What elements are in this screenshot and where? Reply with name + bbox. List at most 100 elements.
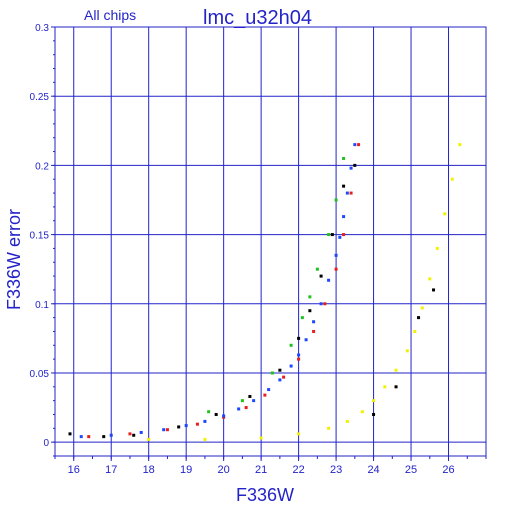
data-point	[289, 364, 293, 368]
data-point	[259, 436, 263, 440]
data-point	[270, 371, 274, 375]
grid-lines	[55, 26, 486, 456]
y-axis-label: F336W error	[4, 209, 24, 310]
data-point	[177, 425, 181, 429]
data-point	[413, 329, 417, 333]
data-point	[312, 329, 316, 333]
data-point	[278, 368, 282, 372]
y-tick-label: 0.15	[30, 231, 50, 242]
data-point	[342, 233, 346, 237]
data-point	[308, 309, 312, 313]
data-point	[87, 435, 91, 439]
data-point	[207, 410, 211, 414]
data-point	[240, 399, 244, 403]
data-point	[282, 375, 286, 379]
series-green	[207, 156, 346, 414]
data-point	[334, 267, 338, 271]
series-blue	[79, 143, 357, 439]
data-point	[102, 435, 106, 439]
data-point	[405, 349, 409, 353]
data-point	[263, 393, 267, 397]
data-point	[315, 267, 319, 271]
data-point	[237, 407, 241, 411]
chart-subtitle: All chips	[84, 7, 136, 23]
data-point	[267, 388, 271, 392]
tick-marks	[51, 26, 487, 461]
y-tick-label: 0.3	[35, 23, 49, 34]
data-point	[345, 191, 349, 195]
data-point	[319, 274, 323, 278]
data-point	[289, 343, 293, 347]
data-point	[334, 253, 338, 257]
data-point	[458, 143, 462, 147]
data-point	[330, 233, 334, 237]
data-point	[214, 412, 218, 416]
y-tick-label: 0.05	[30, 369, 50, 380]
data-point	[162, 428, 166, 432]
data-point	[139, 430, 143, 434]
data-point	[435, 246, 439, 250]
data-point	[323, 302, 327, 306]
data-point	[222, 414, 226, 418]
chart-title: lmc_u32h04	[203, 7, 312, 29]
x-tick-label: 25	[405, 464, 417, 476]
x-tick-label: 16	[68, 464, 80, 476]
data-point	[394, 368, 398, 372]
data-point	[300, 316, 304, 320]
data-points	[68, 143, 462, 441]
data-point	[417, 316, 421, 320]
data-point	[203, 437, 207, 441]
data-point	[327, 426, 331, 430]
data-point	[184, 424, 188, 428]
series-yellow	[147, 143, 462, 441]
x-tick-label: 17	[105, 464, 117, 476]
data-point	[308, 295, 312, 299]
data-point	[357, 143, 361, 147]
data-point	[372, 399, 376, 403]
data-point	[132, 433, 136, 437]
y-tick-label: 0	[43, 438, 49, 449]
data-point	[327, 278, 331, 282]
data-point	[360, 410, 364, 414]
y-tick-label: 0.2	[35, 161, 49, 172]
x-tick-label: 18	[143, 464, 155, 476]
data-point	[252, 399, 256, 403]
data-point	[304, 338, 308, 342]
x-tick-label: 21	[255, 464, 267, 476]
data-point	[450, 177, 454, 181]
data-point	[195, 422, 199, 426]
data-point	[353, 163, 357, 167]
data-point	[334, 198, 338, 202]
x-tick-label: 24	[367, 464, 379, 476]
data-point	[342, 156, 346, 160]
data-point	[297, 432, 301, 436]
x-tick-labels: 16 17 18 19 20 21 22 23 24 25 26	[68, 464, 455, 476]
data-point	[248, 394, 252, 398]
data-point	[349, 191, 353, 195]
data-point	[349, 166, 353, 170]
x-tick-label: 22	[292, 464, 304, 476]
data-point	[79, 435, 83, 439]
data-point	[147, 437, 151, 441]
plot-frame	[54, 26, 487, 457]
data-point	[342, 184, 346, 188]
data-point	[203, 419, 207, 423]
data-point	[297, 357, 301, 361]
data-point	[297, 353, 301, 357]
y-tick-labels: 0 0.05 0.1 0.15 0.2 0.25 0.3	[30, 23, 50, 449]
data-point	[68, 432, 72, 436]
data-point	[443, 212, 447, 216]
data-point	[383, 385, 387, 389]
data-point	[244, 406, 248, 410]
x-tick-label: 20	[218, 464, 230, 476]
series-black	[68, 163, 436, 439]
data-point	[372, 412, 376, 416]
data-point	[278, 378, 282, 382]
y-tick-label: 0.25	[30, 92, 50, 103]
data-point	[327, 233, 331, 237]
data-point	[338, 235, 342, 239]
data-point	[428, 277, 432, 281]
data-point	[128, 432, 132, 436]
data-point	[342, 215, 346, 219]
